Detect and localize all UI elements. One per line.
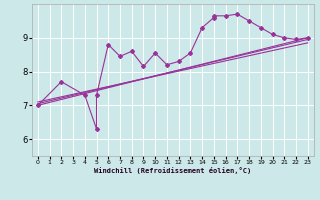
X-axis label: Windchill (Refroidissement éolien,°C): Windchill (Refroidissement éolien,°C) [94,167,252,174]
